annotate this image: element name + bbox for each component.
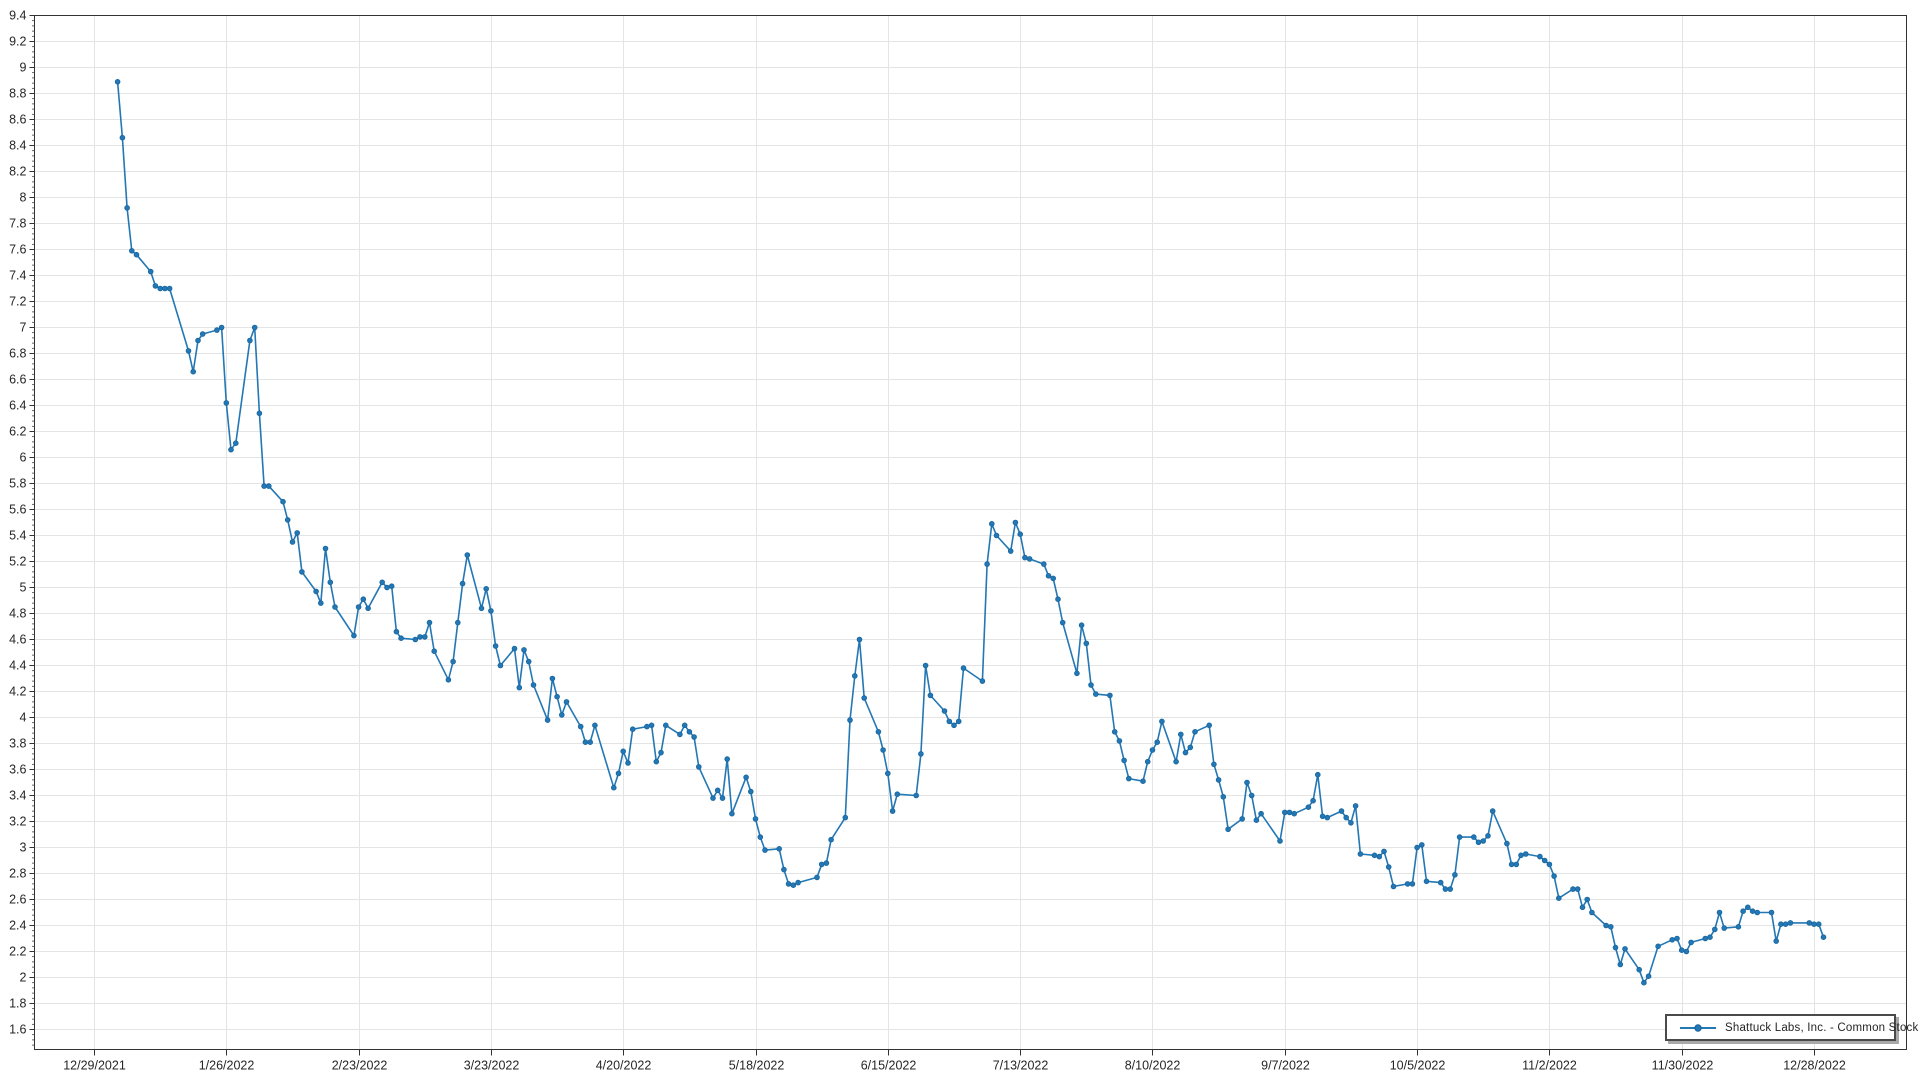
svg-text:12/28/2022: 12/28/2022 bbox=[1783, 1059, 1846, 1073]
svg-text:4: 4 bbox=[20, 711, 27, 725]
svg-text:5.2: 5.2 bbox=[9, 555, 26, 569]
svg-text:3: 3 bbox=[20, 841, 27, 855]
svg-text:5: 5 bbox=[20, 581, 27, 595]
svg-text:10/5/2022: 10/5/2022 bbox=[1390, 1059, 1446, 1073]
svg-text:2.2: 2.2 bbox=[9, 945, 26, 959]
svg-text:12/29/2021: 12/29/2021 bbox=[63, 1059, 126, 1073]
svg-text:5.6: 5.6 bbox=[9, 503, 26, 517]
svg-text:2.8: 2.8 bbox=[9, 867, 26, 881]
svg-text:2.6: 2.6 bbox=[9, 893, 26, 907]
svg-text:3.4: 3.4 bbox=[9, 789, 26, 803]
svg-text:1.8: 1.8 bbox=[9, 997, 26, 1011]
legend-line-marker-icon bbox=[1680, 1023, 1716, 1032]
svg-text:7: 7 bbox=[20, 321, 27, 335]
svg-text:7.8: 7.8 bbox=[9, 217, 26, 231]
svg-text:5/18/2022: 5/18/2022 bbox=[729, 1059, 785, 1073]
svg-text:1/26/2022: 1/26/2022 bbox=[199, 1059, 255, 1073]
svg-text:7.6: 7.6 bbox=[9, 243, 26, 257]
price-line-series bbox=[114, 79, 1827, 986]
svg-text:7.4: 7.4 bbox=[9, 269, 26, 283]
svg-text:9: 9 bbox=[20, 61, 27, 75]
svg-text:4.4: 4.4 bbox=[9, 659, 26, 673]
svg-text:8.2: 8.2 bbox=[9, 165, 26, 179]
svg-text:4/20/2022: 4/20/2022 bbox=[596, 1059, 652, 1073]
svg-text:3/23/2022: 3/23/2022 bbox=[464, 1059, 520, 1073]
legend-series-label: Shattuck Labs, Inc. - Common Stock bbox=[1725, 1021, 1919, 1034]
svg-text:6/15/2022: 6/15/2022 bbox=[861, 1059, 917, 1073]
gridlines bbox=[34, 15, 1907, 1050]
svg-text:6.2: 6.2 bbox=[9, 425, 26, 439]
svg-text:4.8: 4.8 bbox=[9, 607, 26, 621]
svg-text:3.6: 3.6 bbox=[9, 763, 26, 777]
svg-text:5.8: 5.8 bbox=[9, 477, 26, 491]
svg-text:3.2: 3.2 bbox=[9, 815, 26, 829]
axes bbox=[34, 15, 1907, 1050]
svg-text:9/7/2022: 9/7/2022 bbox=[1261, 1059, 1310, 1073]
svg-text:2: 2 bbox=[20, 971, 27, 985]
svg-text:6.8: 6.8 bbox=[9, 347, 26, 361]
svg-text:8.4: 8.4 bbox=[9, 139, 26, 153]
legend[interactable]: Shattuck Labs, Inc. - Common Stock bbox=[1665, 1014, 1918, 1041]
svg-text:6: 6 bbox=[20, 451, 27, 465]
svg-text:8/10/2022: 8/10/2022 bbox=[1125, 1059, 1181, 1073]
svg-text:2/23/2022: 2/23/2022 bbox=[332, 1059, 388, 1073]
svg-text:7/13/2022: 7/13/2022 bbox=[993, 1059, 1049, 1073]
svg-text:6.4: 6.4 bbox=[9, 399, 26, 413]
svg-text:9.2: 9.2 bbox=[9, 35, 26, 49]
svg-text:8.8: 8.8 bbox=[9, 87, 26, 101]
svg-text:7.2: 7.2 bbox=[9, 295, 26, 309]
svg-text:11/2/2022: 11/2/2022 bbox=[1522, 1059, 1577, 1073]
axis-tick-labels: 9.4 9.2 9 8.8 8.6 8.4 8.2 8 7.8 7.6 7.4 7.2 7 6.8 6.6 6… bbox=[9, 9, 1846, 1073]
svg-text:4.6: 4.6 bbox=[9, 633, 26, 647]
svg-text:11/30/2022: 11/30/2022 bbox=[1652, 1059, 1714, 1073]
svg-text:5.4: 5.4 bbox=[9, 529, 26, 543]
svg-text:6.6: 6.6 bbox=[9, 373, 26, 387]
svg-text:3.8: 3.8 bbox=[9, 737, 26, 751]
svg-text:8.6: 8.6 bbox=[9, 113, 26, 127]
svg-text:4.2: 4.2 bbox=[9, 685, 26, 699]
svg-text:1.6: 1.6 bbox=[9, 1023, 26, 1037]
svg-text:9.4: 9.4 bbox=[9, 9, 26, 23]
axis-ticks bbox=[29, 15, 1815, 1056]
svg-text:8: 8 bbox=[20, 191, 27, 205]
svg-text:2.4: 2.4 bbox=[9, 919, 26, 933]
